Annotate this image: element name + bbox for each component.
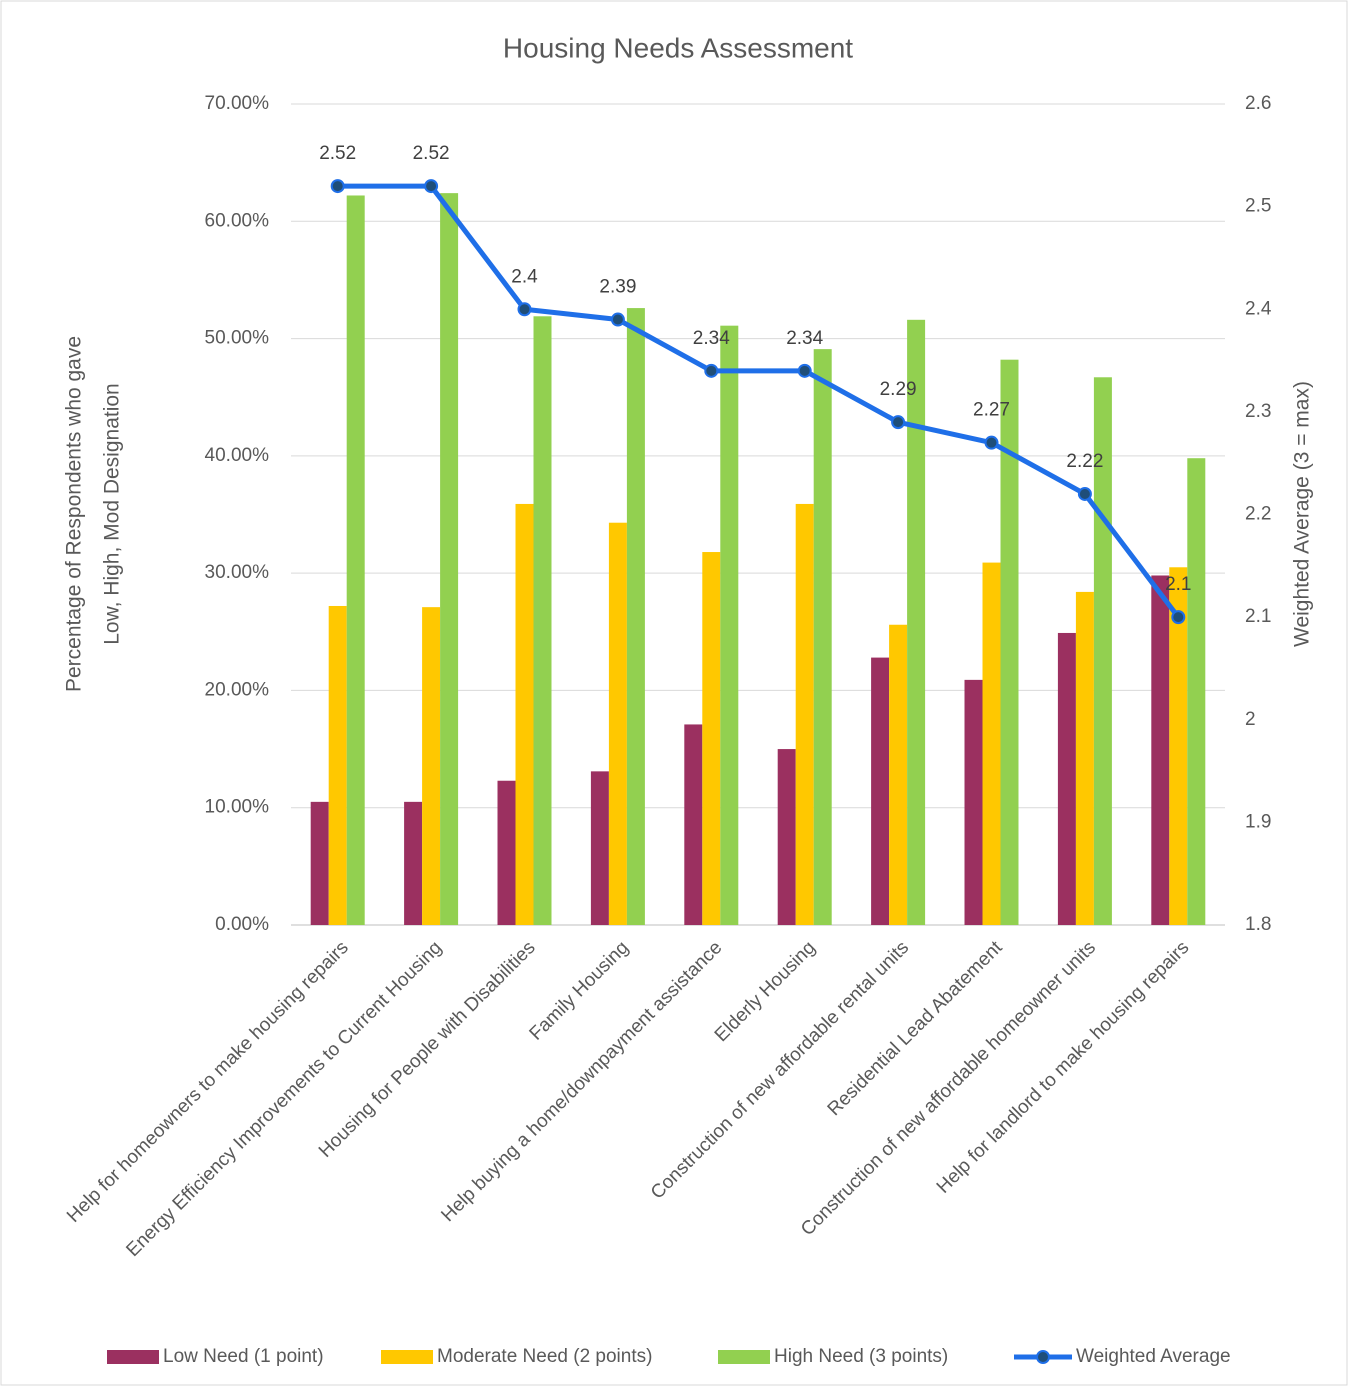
bar — [982, 562, 1001, 925]
line-marker — [1077, 486, 1092, 501]
bar — [1000, 359, 1019, 925]
line-marker — [797, 363, 812, 378]
legend-label: High Need (3 points) — [774, 1346, 948, 1367]
bar — [964, 679, 983, 925]
bar — [328, 605, 347, 925]
data-label: 2.39 — [599, 277, 636, 298]
data-label: 2.52 — [413, 143, 450, 164]
bar — [907, 319, 926, 925]
bar — [310, 801, 329, 925]
bar — [795, 503, 814, 925]
data-label: 2.34 — [786, 328, 823, 349]
bar — [1187, 458, 1206, 925]
y-tick-label: 0.00% — [215, 914, 269, 935]
y2-axis-title: Weighted Average (3 = max) — [1291, 381, 1314, 647]
bar — [777, 749, 796, 925]
bar — [1057, 632, 1076, 925]
y-tick-label: 60.00% — [205, 210, 270, 231]
bar — [515, 503, 534, 925]
data-label: 2.34 — [693, 328, 730, 349]
line-marker — [704, 363, 719, 378]
legend-label: Moderate Need (2 points) — [437, 1346, 652, 1367]
y-tick-label: 10.00% — [205, 797, 270, 818]
line-marker — [1171, 610, 1186, 625]
bar — [702, 552, 721, 925]
y-tick-label: 40.00% — [205, 445, 270, 466]
bar — [533, 316, 552, 926]
legend-swatch — [107, 1350, 159, 1364]
bar — [608, 522, 627, 925]
bar — [813, 349, 832, 925]
bar — [1169, 567, 1188, 925]
data-label: 2.4 — [511, 266, 538, 287]
line-marker — [330, 179, 345, 194]
bar — [590, 771, 609, 925]
bar — [626, 308, 645, 925]
y2-tick-label: 2.2 — [1245, 504, 1271, 525]
line-marker — [984, 435, 999, 450]
line — [337, 183, 1181, 619]
y-tick-label: 70.00% — [205, 93, 270, 114]
legend-label: Weighted Average — [1076, 1346, 1231, 1367]
data-label: 2.22 — [1066, 451, 1103, 472]
y-axis-title: Low, High, Mod Designation — [101, 383, 124, 645]
bar — [684, 724, 703, 925]
legend-swatch — [1036, 1350, 1050, 1364]
bar — [404, 801, 423, 925]
bar — [422, 607, 441, 925]
legend-swatch — [381, 1350, 433, 1364]
bar — [497, 780, 516, 925]
data-label: 2.52 — [319, 143, 356, 164]
legend-swatch — [718, 1350, 770, 1364]
data-label: 2.1 — [1165, 574, 1191, 595]
y2-tick-label: 2.6 — [1245, 93, 1271, 114]
chart-title: Housing Needs Assessment — [503, 32, 853, 63]
y2-tick-label: 2.4 — [1245, 298, 1272, 319]
y2-tick-label: 1.8 — [1245, 914, 1271, 935]
bar — [1151, 575, 1170, 925]
bar — [1075, 591, 1094, 925]
y2-tick-label: 2.1 — [1245, 606, 1271, 627]
line-marker — [610, 312, 625, 327]
y-tick-label: 50.00% — [205, 328, 270, 349]
bar — [889, 624, 908, 925]
y2-tick-label: 2 — [1245, 709, 1256, 730]
y2-tick-label: 2.5 — [1245, 196, 1271, 217]
y-tick-label: 30.00% — [205, 562, 270, 583]
data-label: 2.29 — [880, 379, 917, 400]
bar — [440, 193, 459, 925]
legend-label: Low Need (1 point) — [163, 1346, 324, 1367]
y2-tick-label: 1.9 — [1245, 811, 1271, 832]
bar — [346, 195, 365, 926]
y-axis-title: Percentage of Respondents who gave — [63, 336, 86, 692]
data-label: 2.27 — [973, 400, 1010, 421]
line-marker — [424, 179, 439, 194]
bar — [871, 657, 890, 925]
bar — [720, 325, 739, 925]
line-marker — [517, 302, 532, 317]
y-tick-label: 20.00% — [205, 679, 270, 700]
y2-tick-label: 2.3 — [1245, 401, 1271, 422]
line-marker — [891, 415, 906, 430]
